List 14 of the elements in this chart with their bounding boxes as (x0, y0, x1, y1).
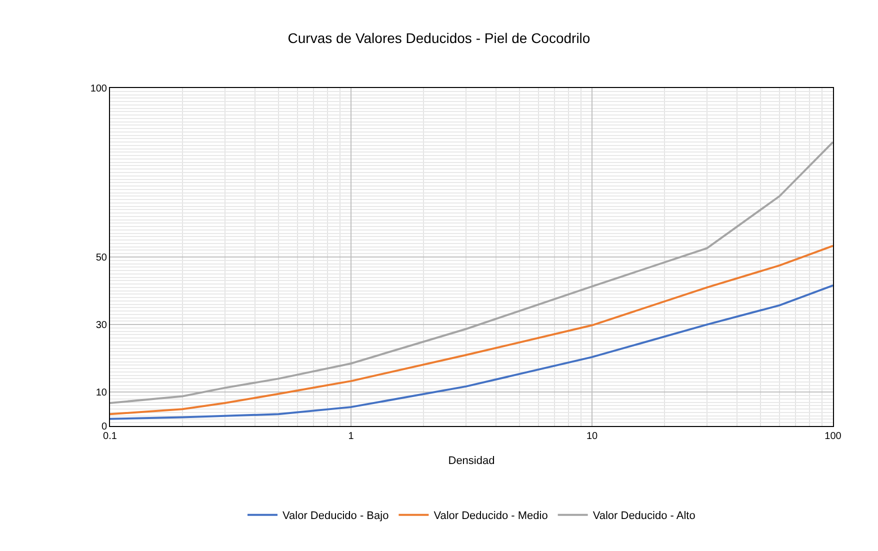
x-tick-label: 10 (586, 431, 598, 442)
x-tick-label: 100 (824, 431, 842, 442)
y-tick-label: 30 (96, 320, 108, 332)
y-tick-label: 0 (101, 422, 108, 432)
chart-title: Curvas de Valores Deducidos - Piel de Cocodrilo (288, 30, 590, 46)
y-tick-label: 100 (90, 84, 108, 94)
x-axis-title: Densidad (448, 455, 495, 468)
legend-label: Valor Deducido - Medio (434, 510, 548, 522)
legend-label: Valor Deducido - Alto (592, 510, 696, 522)
x-tick-label: 0.1 (103, 431, 118, 442)
y-tick-label: 10 (96, 388, 108, 399)
y-tick-label: 50 (96, 252, 108, 264)
x-tick-label: 1 (348, 431, 354, 442)
legend-label: Valor Deducido - Bajo (282, 510, 389, 522)
